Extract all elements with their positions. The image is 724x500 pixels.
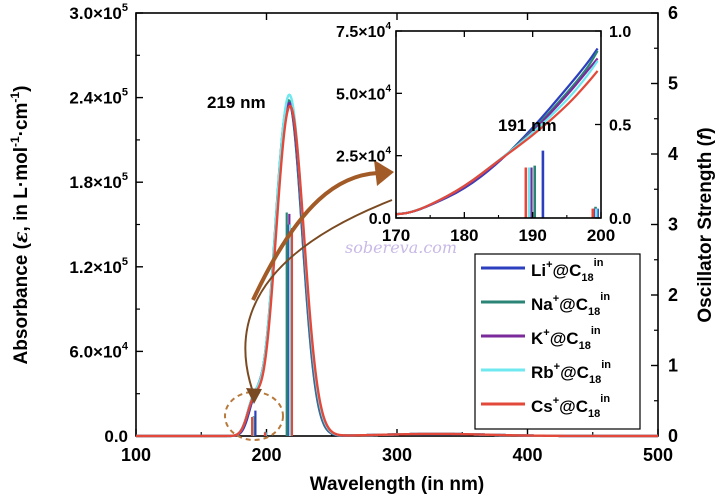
inset-y2-tick-label: 0.0 [609, 211, 631, 228]
main-y-tick-labels: 0.0 6.0×104 1.2×105 1.8×105 2.4×105 3.0×105 [69, 2, 128, 446]
peak-annotation-219nm: 219 nm [207, 93, 266, 112]
zoom-arrow-lower-head [246, 388, 262, 404]
y-tick-label: 1.8×105 [69, 171, 128, 192]
legend-label: Rb+@C18in [531, 359, 611, 386]
legend-label: Cs+@C18in [531, 393, 610, 420]
zoom-arrow-upper-head [374, 160, 394, 186]
absorbance-curve [136, 104, 658, 438]
y2-axis-label: Oscillator Strength (f) [695, 127, 716, 322]
legend-label: Na+@C18in [531, 291, 610, 318]
y-axis-label: Absorbance (ε, in L·mol-1·cm-1) [8, 86, 32, 365]
y2-tick-label: 5 [668, 74, 678, 94]
inset-absorbance-curve [395, 70, 599, 216]
y-tick-label: 3.0×105 [69, 2, 128, 23]
inset-y-tick-label: 7.5×104 [336, 21, 391, 41]
x-tick-label: 500 [643, 445, 673, 465]
inset-y-tick-label: 0.0 [369, 211, 391, 228]
legend-box [474, 253, 641, 430]
x-tick-label: 400 [512, 445, 542, 465]
main-x-tick-labels: 100 200 300 400 500 [121, 445, 673, 465]
y2-tick-label: 2 [668, 285, 678, 305]
y2-tick-label: 6 [668, 3, 678, 23]
oscillator-sticks [251, 212, 294, 436]
inset-oscillator-sticks [524, 150, 599, 218]
x-tick-label: 300 [382, 445, 412, 465]
y2-tick-label: 4 [668, 144, 678, 164]
watermark-text: sobereva.com [345, 238, 457, 257]
inset-y2-tick-labels: 0.0 0.5 1.0 [609, 24, 631, 228]
inset-axes-ticks [395, 30, 602, 219]
zoom-arrow-upper [251, 171, 379, 301]
y2-tick-label: 0 [668, 426, 678, 446]
y-tick-label: 0.0 [104, 427, 128, 446]
inset-background [396, 31, 601, 218]
inset-x-tick-labels: 170 180 190 200 [382, 226, 615, 245]
y2-tick-label: 3 [668, 215, 678, 235]
inset-peak-annotation-191nm: 191 nm [498, 116, 557, 135]
main-y2-tick-labels: 0 1 2 3 4 5 6 [668, 3, 678, 446]
inset-y-tick-labels: 0.0 2.5×104 5.0×104 7.5×104 [336, 21, 391, 228]
legend-label: K+@C18in [531, 325, 601, 352]
inset-x-tick-label: 170 [382, 226, 410, 245]
inset-y2-tick-label: 1.0 [609, 24, 631, 41]
inset-y-tick-label: 5.0×104 [336, 83, 391, 103]
highlight-circle [224, 391, 284, 441]
inset-y2-tick-label: 0.5 [609, 118, 631, 135]
x-tick-label: 200 [251, 445, 281, 465]
x-axis-label: Wavelength (in nm) [310, 474, 485, 495]
absorbance-curves [136, 93, 658, 438]
x-tick-label: 100 [121, 445, 151, 465]
legend: Li+@C18in Na+@C18in K+@C18in Rb+@C18in Cs+@C… [481, 257, 611, 420]
zoom-arrow-lower [244, 199, 393, 396]
y-tick-label: 2.4×105 [69, 87, 128, 108]
y-tick-label: 6.0×104 [69, 340, 128, 361]
inset-absorbance-curves [395, 47, 599, 216]
legend-label: Li+@C18in [531, 257, 604, 284]
inset-y-tick-label: 2.5×104 [336, 146, 391, 166]
y-tick-label: 1.2×105 [69, 256, 128, 277]
inset-x-tick-label: 190 [518, 226, 546, 245]
inset-x-tick-label: 180 [450, 226, 478, 245]
y2-tick-label: 1 [668, 356, 678, 376]
inset-x-tick-label: 200 [587, 226, 615, 245]
